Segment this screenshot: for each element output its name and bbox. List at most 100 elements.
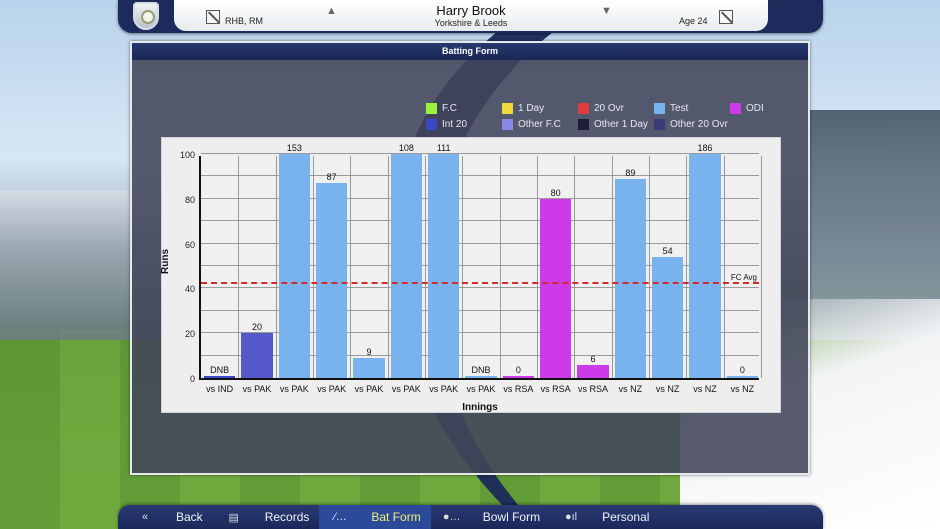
bar-innings[interactable] (390, 154, 422, 378)
grid-line (201, 265, 759, 266)
bar-value-label: 153 (286, 143, 302, 153)
window-title: Batting Form (132, 43, 808, 60)
bar-value-label: 0 (515, 365, 521, 375)
legend-item: ODI (730, 102, 790, 115)
grid-line (201, 175, 759, 177)
next-player-arrow-icon[interactable]: ▼ (601, 5, 612, 17)
x-tick-label: vs PAK (317, 384, 347, 394)
legend-swatch-icon (426, 103, 437, 114)
legend-label: Other F.C (518, 119, 561, 130)
grid-line (201, 153, 759, 154)
bar-innings[interactable] (540, 198, 572, 378)
player-info-panel: RHB, RM ▲ Harry Brook Yorkshire & Leeds … (174, 0, 768, 31)
legend-swatch-icon (578, 119, 589, 130)
grid-line (761, 156, 762, 378)
player-name: Harry Brook (436, 3, 506, 18)
toolbar-button-label: Records (264, 510, 310, 524)
bar-value-label: 186 (697, 143, 713, 153)
grid-line (574, 156, 576, 378)
bar-value-label: 108 (398, 143, 414, 153)
player-header: RHB, RM ▲ Harry Brook Yorkshire & Leeds … (118, 0, 823, 33)
grid-line (238, 156, 240, 378)
grid-line (201, 332, 759, 334)
grid-line (537, 156, 538, 378)
bar-value-label: 0 (739, 365, 745, 375)
bar-innings[interactable] (278, 154, 310, 378)
bar-value-label: 87 (326, 172, 337, 183)
legend-swatch-icon (502, 119, 513, 130)
grid-line (723, 156, 725, 378)
bat-form-icon: ⁄… (333, 511, 347, 523)
grid-line (201, 197, 759, 199)
legend-label: F.C (442, 103, 457, 114)
y-tick-label: 80 (184, 194, 195, 205)
bowl-form-icon: ●… (442, 511, 461, 523)
bar-innings[interactable] (726, 376, 758, 378)
grid-line (313, 156, 314, 378)
legend-swatch-icon (426, 119, 437, 130)
x-tick-label: vs NZ (655, 384, 680, 394)
legend-label: Test (670, 103, 689, 114)
bar-innings[interactable] (652, 257, 684, 378)
bar-innings[interactable] (614, 178, 646, 378)
y-tick-label: 0 (189, 374, 195, 384)
yorkshire-rose-icon (133, 2, 159, 30)
grid-line (201, 242, 759, 244)
team-crest[interactable] (132, 2, 160, 30)
y-tick-label: 100 (179, 150, 195, 160)
x-tick-label: vs RSA (577, 384, 608, 394)
bar-innings[interactable] (689, 154, 721, 378)
x-tick-label: vs IND (206, 384, 234, 394)
bar-innings[interactable] (204, 376, 236, 378)
legend-swatch-icon (502, 103, 513, 114)
bar-innings[interactable] (577, 364, 609, 378)
toolbar-button-label: Bat Form (371, 510, 421, 524)
legend-label: Int 20 (442, 119, 468, 130)
x-tick-label: vs PAK (466, 384, 496, 394)
fc-average-label: FC Avg (730, 272, 757, 282)
grid-line (387, 156, 389, 378)
bar-value-label: 6 (590, 353, 596, 364)
x-tick-label: vs PAK (354, 384, 384, 394)
y-tick-label: 40 (184, 284, 195, 295)
x-tick-label: vs RSA (503, 384, 534, 394)
x-tick-label: vs RSA (540, 384, 571, 394)
grid-line (499, 156, 501, 378)
edit-player-icon[interactable] (719, 10, 733, 24)
bar-value-label: 9 (366, 346, 372, 357)
grid-line (462, 156, 464, 378)
bar-value-label: DNB (471, 365, 491, 375)
bar-innings[interactable] (465, 376, 497, 378)
legend-swatch-icon (654, 103, 665, 114)
bar-value-label: 80 (550, 187, 561, 198)
records-icon: ▤ (228, 511, 239, 524)
legend-item: F.C (426, 102, 502, 115)
bar-innings[interactable] (502, 376, 534, 378)
bar-innings[interactable] (353, 357, 385, 378)
chart-panel: Runs Innings 100 80 60 40 20 0 DNB vs IND 20 vs P… (160, 137, 781, 413)
legend-item: Other 1 Day (578, 118, 654, 131)
toolbar-button-label: Bowl Form (482, 510, 541, 524)
grid-line (350, 156, 352, 378)
previous-player-arrow-icon[interactable]: ▲ (326, 5, 337, 17)
toolbar-button-label: Personal (602, 510, 650, 524)
edit-role-icon[interactable] (206, 10, 220, 24)
plot-area: Runs Innings 100 80 60 40 20 0 DNB vs IND 20 vs P… (160, 143, 762, 413)
bar-innings[interactable] (428, 154, 460, 378)
x-tick-label: vs PAK (279, 384, 309, 394)
bat-form-button[interactable]: ⁄… Bat Form (319, 505, 431, 529)
legend-label: 1 Day (518, 103, 545, 114)
grid-line (686, 156, 688, 378)
bowl-form-button[interactable]: ●… Bowl Form (431, 505, 550, 529)
legend-item: Other F.C (502, 118, 578, 131)
bar-innings[interactable] (316, 183, 348, 378)
x-tick-label: vs PAK (429, 384, 459, 394)
legend-item: 1 Day (502, 102, 578, 115)
back-button[interactable]: « Back (118, 505, 213, 529)
bar-value-label: 20 (251, 322, 262, 333)
bar-innings[interactable] (241, 333, 273, 378)
bar-value-label: 111 (436, 143, 451, 153)
legend-swatch-icon (654, 119, 665, 130)
records-button[interactable]: ▤ Records (213, 505, 320, 529)
personal-button[interactable]: ●ıl Personal (550, 505, 659, 529)
